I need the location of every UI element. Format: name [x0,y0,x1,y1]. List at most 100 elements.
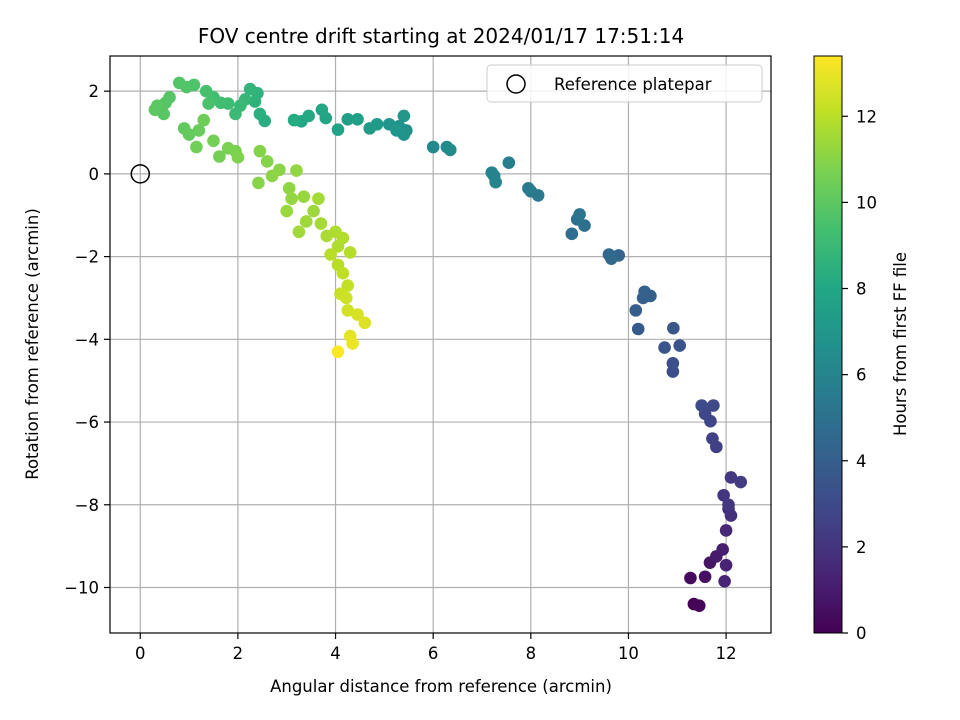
data-point [363,122,377,135]
data-point [724,471,738,484]
data-point [722,498,735,512]
data-point [182,128,196,141]
data-point [243,82,257,96]
data-point [658,341,671,354]
x-tick-label: 0 [135,644,146,663]
data-point [336,231,350,245]
data-point [331,123,345,136]
data-points [148,76,748,613]
data-point [426,140,440,154]
colorbar-tick-label: 6 [856,366,867,385]
y-tick-label: 2 [89,82,100,101]
data-point [522,182,535,195]
colorbar-tick-label: 2 [856,538,867,557]
colorbar-label: Hours from first FF file [891,252,910,436]
colorbar-tick-label: 0 [856,624,867,643]
data-point [351,112,364,126]
data-point [717,488,730,502]
data-point [684,571,697,585]
data-point [231,151,245,164]
data-point [724,509,738,522]
data-point [341,279,355,292]
data-point [190,140,203,154]
data-point [719,558,733,572]
data-point [192,124,206,137]
data-point [341,304,355,317]
data-point [252,176,265,190]
data-point [285,192,298,205]
y-axis-ticks: −10 −8 −6 −4 −2 0 2 [64,82,110,598]
data-point [287,113,301,127]
data-point [605,252,618,265]
data-point [197,113,211,127]
colorbar-ticks: 0 2 4 6 8 10 12 [842,107,877,643]
data-point [292,225,306,239]
x-tick-label: 4 [330,644,341,663]
data-point [666,357,680,370]
data-point [719,524,733,537]
legend-marker-icon [506,74,526,94]
data-point [148,103,162,117]
data-point [692,599,706,613]
data-point [397,109,411,123]
data-point [502,156,516,170]
data-point [324,248,337,261]
colorbar-bar [813,55,843,634]
plot-frame [109,55,772,634]
data-point [631,322,645,336]
y-tick-label: −2 [75,248,99,267]
data-point [629,304,643,317]
data-point [265,169,279,183]
colorbar-tick-label: 12 [856,107,877,126]
x-tick-label: 12 [716,644,737,663]
data-point [716,543,729,556]
data-point [229,107,242,121]
data-point [331,345,345,359]
x-tick-label: 10 [618,644,639,663]
colorbar-tick-label: 4 [856,452,867,471]
legend: Reference platepar [486,64,763,103]
y-tick-label: −6 [75,413,99,432]
data-point [341,112,355,126]
data-point [173,76,186,90]
x-axis-label: Angular distance from reference (arcmin) [270,677,612,696]
data-point [312,192,325,205]
y-tick-label: −8 [75,496,99,515]
chart-title: FOV centre drift starting at 2024/01/17 … [198,24,684,48]
data-point [339,291,353,305]
data-point [695,399,708,412]
data-point [489,175,502,189]
y-tick-label: 0 [89,165,100,184]
y-tick-label: −4 [75,330,99,349]
colorbar-tick-label: 8 [856,280,867,299]
colorbar: 0 2 4 6 8 10 12 Hours from first FF file [813,55,910,643]
colorbar-tick-label: 10 [856,193,877,212]
data-point [638,285,651,299]
data-point [314,217,328,230]
y-axis-label: Rotation from reference (arcmin) [23,208,42,480]
data-point [199,84,213,98]
data-point [358,316,372,330]
data-point [718,574,731,588]
data-point [299,215,313,228]
data-point [253,144,267,158]
data-point [213,150,226,163]
data-point [673,339,687,352]
data-point [307,204,320,218]
data-point [260,155,274,168]
y-tick-label: −10 [64,579,99,598]
data-point [253,107,267,121]
data-point [280,204,294,218]
data-point [390,124,403,137]
data-point [282,182,296,195]
data-point [207,134,220,148]
data-point [297,190,311,203]
legend-label: Reference platepar [554,75,712,94]
data-point [734,475,748,489]
data-point [443,143,457,157]
data-point [290,164,303,177]
data-point [202,97,215,110]
data-point [485,166,499,179]
data-point [531,189,545,202]
data-point [565,227,579,241]
